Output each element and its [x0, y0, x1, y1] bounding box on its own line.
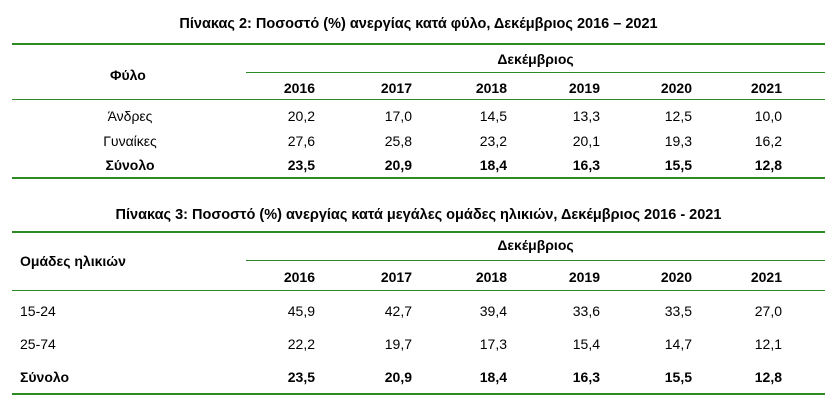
- table2-group-header: Δεκέμβριος: [497, 51, 574, 67]
- table-cell: 22,2: [287, 336, 315, 352]
- table-cell: 12,1: [754, 336, 782, 352]
- table-cell: 33,6: [572, 303, 600, 319]
- table2-top-rule: [12, 43, 825, 45]
- table2-row-header: Φύλο: [110, 67, 146, 83]
- table2-header-rule: [12, 99, 825, 100]
- table-cell: 17,0: [384, 108, 412, 124]
- table-row-label: 15-24: [20, 303, 56, 319]
- table-row-label: Σύνολο: [20, 369, 70, 385]
- table2-year-2019: 2019: [568, 80, 600, 96]
- table2-year-2020: 2020: [660, 80, 692, 96]
- table3-row-header: Ομάδες ηλικιών: [20, 253, 126, 269]
- table-cell: 19,7: [384, 336, 412, 352]
- table3-group-rule: [246, 260, 825, 261]
- table-cell: 16,2: [754, 133, 782, 149]
- table3-year-2016: 2016: [283, 269, 315, 285]
- table-cell: 18,4: [479, 157, 507, 173]
- table-cell: 27,0: [754, 303, 782, 319]
- table-cell: 15,5: [664, 157, 692, 173]
- table3-year-2020: 2020: [660, 269, 692, 285]
- table3-year-2019: 2019: [568, 269, 600, 285]
- table-cell: 19,3: [664, 133, 692, 149]
- table-cell: 42,7: [384, 303, 412, 319]
- table-row-label: Σύνολο: [105, 157, 155, 173]
- table2-year-2016: 2016: [283, 80, 315, 96]
- table-cell: 12,8: [754, 369, 782, 385]
- table-cell: 20,2: [287, 108, 315, 124]
- table-cell: 20,9: [384, 369, 412, 385]
- table2-bottom-rule: [12, 177, 825, 179]
- table2-title: Πίνακας 2: Ποσοστό (%) ανεργίας κατά φύλ…: [179, 16, 658, 32]
- table-cell: 33,5: [664, 303, 692, 319]
- table-cell: 13,3: [572, 108, 600, 124]
- table3-top-rule: [12, 231, 825, 233]
- table-cell: 12,8: [754, 157, 782, 173]
- table-cell: 27,6: [287, 133, 315, 149]
- table-cell: 23,5: [287, 369, 315, 385]
- table-cell: 20,9: [384, 157, 412, 173]
- table-cell: 14,5: [479, 108, 507, 124]
- table-cell: 16,3: [572, 157, 600, 173]
- table3-year-2018: 2018: [475, 269, 507, 285]
- table-cell: 15,4: [572, 336, 600, 352]
- table3-bottom-rule: [12, 393, 825, 395]
- table2-group-rule: [246, 72, 825, 73]
- table-row-label: Γυναίκες: [103, 133, 157, 149]
- table-row-label: Άνδρες: [107, 108, 153, 124]
- table3-header-rule: [12, 290, 825, 291]
- table-cell: 45,9: [287, 303, 315, 319]
- table-cell: 23,2: [479, 133, 507, 149]
- table-cell: 20,1: [572, 133, 600, 149]
- table-cell: 39,4: [479, 303, 507, 319]
- table-cell: 10,0: [754, 108, 782, 124]
- table-cell: 25,8: [384, 133, 412, 149]
- table3-title: Πίνακας 3: Ποσοστό (%) ανεργίας κατά μεγ…: [115, 207, 722, 223]
- table3-year-2021: 2021: [750, 269, 782, 285]
- table-row-label: 25-74: [20, 336, 56, 352]
- table3-group-header: Δεκέμβριος: [497, 237, 574, 253]
- table-cell: 17,3: [479, 336, 507, 352]
- table2-year-2018: 2018: [475, 80, 507, 96]
- table-cell: 15,5: [664, 369, 692, 385]
- table-cell: 18,4: [479, 369, 507, 385]
- table-cell: 16,3: [572, 369, 600, 385]
- table2-year-2021: 2021: [750, 80, 782, 96]
- table3-year-2017: 2017: [380, 269, 412, 285]
- table2-year-2017: 2017: [380, 80, 412, 96]
- table-cell: 23,5: [287, 157, 315, 173]
- table-cell: 12,5: [664, 108, 692, 124]
- table-cell: 14,7: [664, 336, 692, 352]
